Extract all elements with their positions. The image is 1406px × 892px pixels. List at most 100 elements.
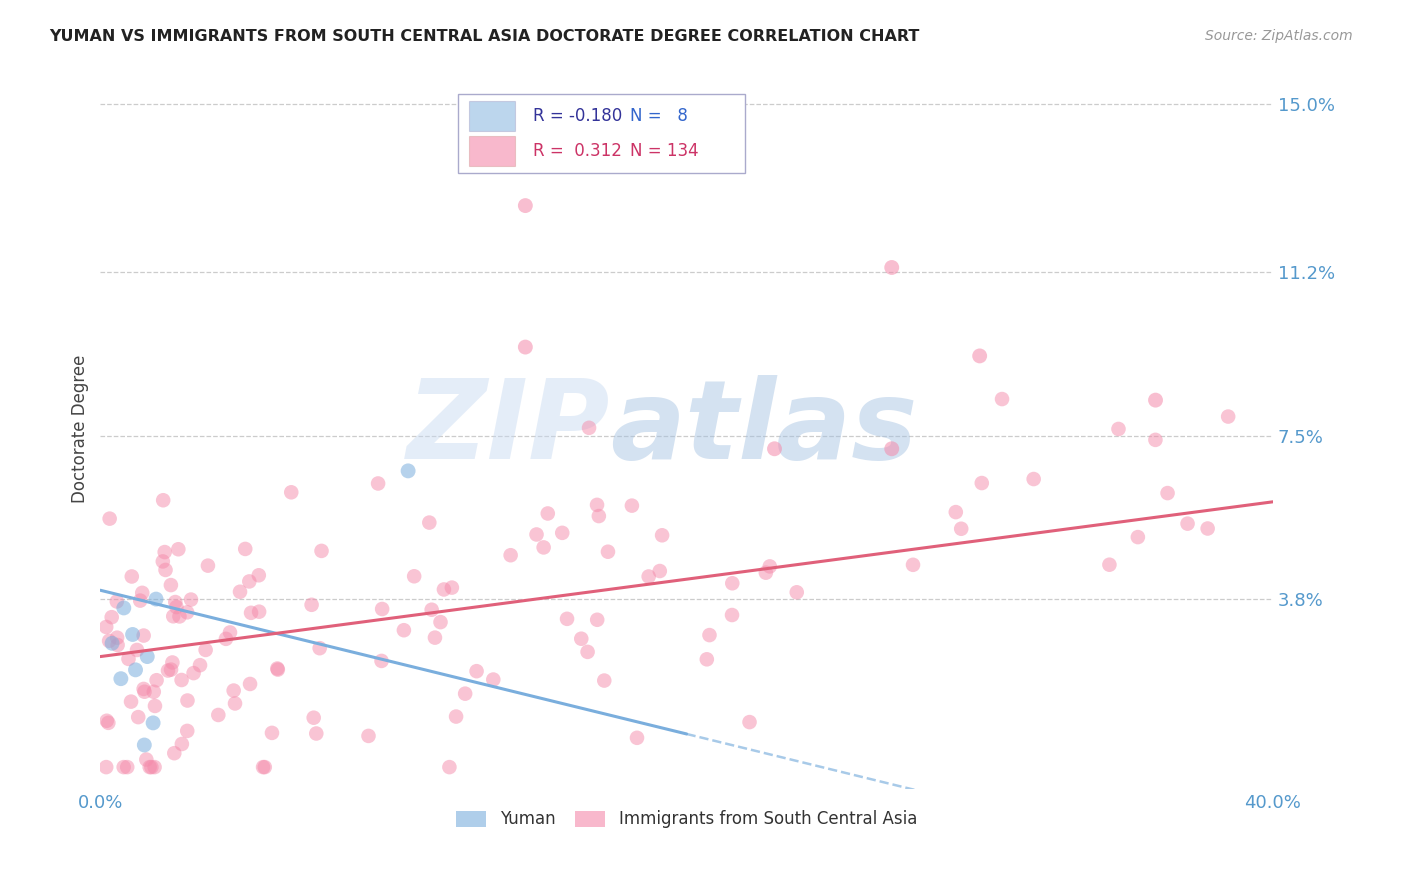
Point (180, 592, 202, 607)
Point (699, 628, 721, 642)
Point (880, 260, 903, 275)
Point (596, 545, 619, 559)
Point (160, 578, 183, 592)
Point (357, 729, 380, 743)
Point (301, 598, 323, 612)
Point (117, 652, 139, 666)
Point (238, 574, 260, 589)
Point (593, 673, 616, 688)
Point (1218, 409, 1240, 424)
Point (444, 709, 467, 723)
Point (132, 681, 155, 696)
Point (97, 715, 120, 730)
Point (880, 442, 903, 456)
Point (1098, 558, 1121, 572)
Point (229, 584, 252, 599)
Point (110, 672, 132, 686)
Point (576, 645, 599, 659)
Point (124, 663, 146, 677)
Point (101, 636, 124, 650)
Point (626, 731, 648, 745)
Point (152, 493, 174, 508)
Point (115, 760, 138, 774)
Point (96, 714, 118, 728)
Point (440, 581, 463, 595)
Point (721, 576, 744, 591)
Point (586, 613, 609, 627)
Point (465, 664, 488, 678)
Point (145, 592, 167, 607)
Point (370, 654, 392, 668)
Point (112, 601, 135, 615)
Point (371, 602, 394, 616)
Point (105, 594, 128, 608)
Point (569, 632, 592, 646)
Point (176, 693, 198, 707)
Point (1022, 472, 1045, 486)
Point (170, 737, 193, 751)
Text: ZIP: ZIP (406, 376, 610, 483)
Point (176, 723, 198, 738)
Text: N = 134: N = 134 (630, 142, 699, 160)
Point (239, 677, 262, 691)
Point (901, 558, 924, 572)
Point (991, 392, 1014, 406)
Point (533, 541, 555, 555)
Point (252, 760, 274, 774)
Point (152, 554, 174, 568)
Legend: Yuman, Immigrants from South Central Asia: Yuman, Immigrants from South Central Asi… (450, 804, 924, 835)
Point (222, 683, 245, 698)
Point (219, 625, 242, 640)
Point (755, 566, 778, 580)
Point (138, 760, 160, 774)
Y-axis label: Doctorate Degree: Doctorate Degree (72, 355, 89, 503)
Point (260, 726, 283, 740)
Point (1156, 486, 1178, 500)
Point (526, 527, 548, 541)
Point (134, 738, 156, 752)
Text: N =   8: N = 8 (630, 107, 688, 125)
Point (170, 673, 193, 687)
Point (439, 760, 461, 774)
Point (165, 600, 187, 615)
Point (121, 569, 143, 583)
FancyBboxPatch shape (458, 94, 745, 173)
Point (120, 695, 142, 709)
FancyBboxPatch shape (470, 101, 516, 131)
Point (950, 522, 973, 536)
Point (153, 545, 176, 559)
Point (155, 563, 177, 577)
Point (240, 606, 263, 620)
Point (197, 558, 219, 573)
Point (167, 542, 190, 557)
Point (96, 620, 118, 634)
Point (515, 198, 537, 212)
Point (367, 476, 389, 491)
Point (396, 464, 419, 478)
Point (620, 499, 643, 513)
Point (188, 658, 211, 673)
Point (420, 603, 443, 617)
Point (1126, 530, 1149, 544)
Point (224, 697, 246, 711)
Point (482, 673, 505, 687)
Point (253, 760, 276, 774)
Text: YUMAN VS IMMIGRANTS FROM SOUTH CENTRAL ASIA DOCTORATE DEGREE CORRELATION CHART: YUMAN VS IMMIGRANTS FROM SOUTH CENTRAL A… (49, 29, 920, 44)
Text: atlas: atlas (610, 376, 918, 483)
Point (169, 609, 191, 624)
Point (738, 715, 761, 730)
Point (207, 708, 229, 723)
Point (758, 559, 780, 574)
FancyBboxPatch shape (470, 136, 516, 166)
Point (1197, 521, 1219, 535)
Point (969, 349, 991, 363)
Point (786, 585, 808, 599)
Point (100, 610, 122, 624)
Point (1144, 433, 1167, 447)
Point (156, 664, 179, 678)
Point (143, 760, 166, 774)
Point (433, 582, 456, 597)
Point (305, 726, 328, 740)
Point (163, 746, 186, 760)
Point (648, 564, 671, 578)
